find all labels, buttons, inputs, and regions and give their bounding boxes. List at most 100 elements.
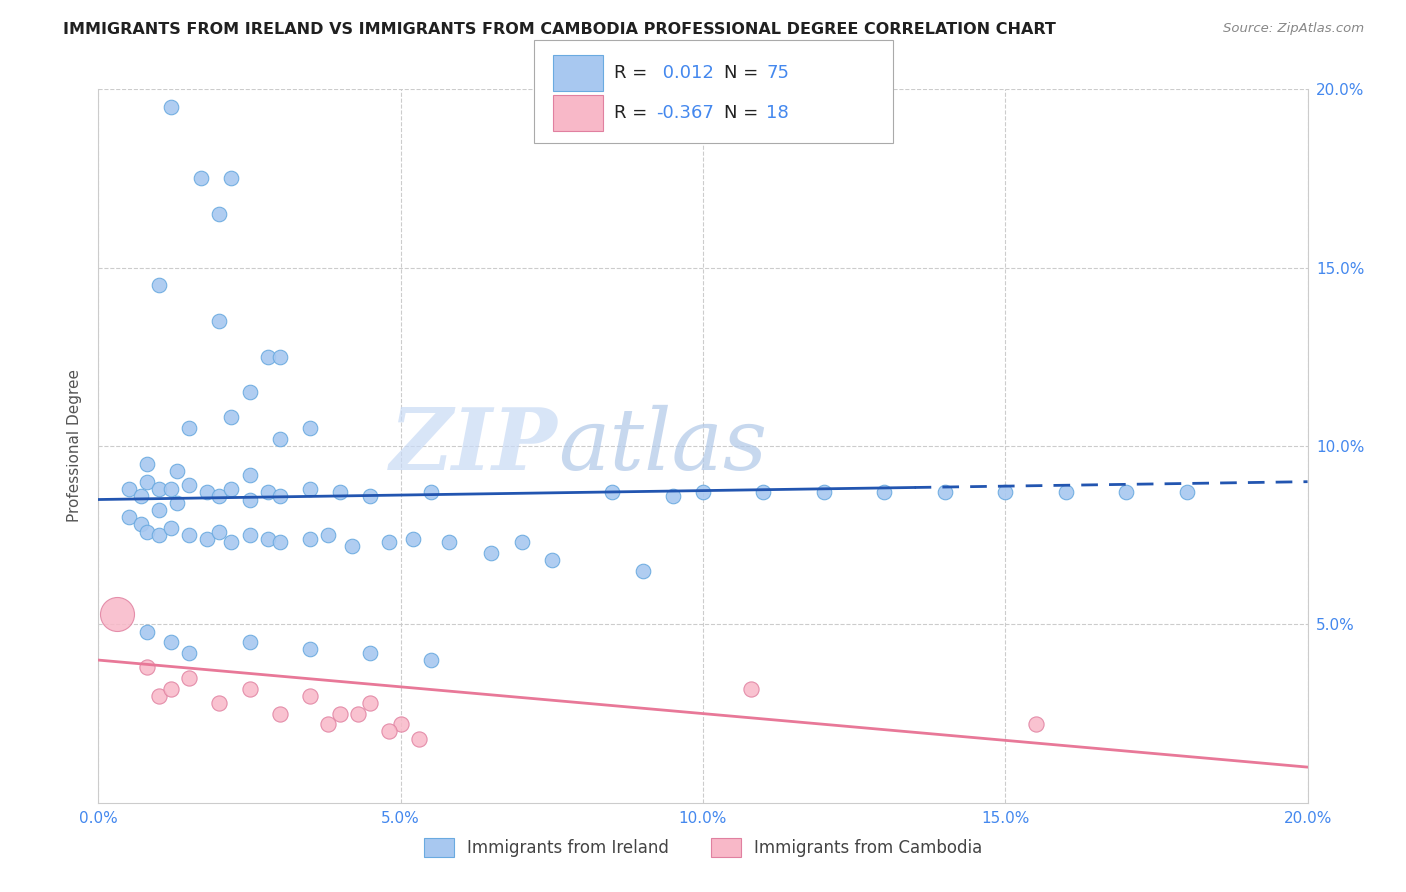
Point [994, 485, 1017, 500]
Text: -0.367: -0.367 [657, 104, 714, 122]
Point [299, 532, 322, 546]
Text: R =: R = [614, 64, 654, 82]
Point [408, 731, 430, 746]
Point [256, 532, 278, 546]
Text: Source: ZipAtlas.com: Source: ZipAtlas.com [1223, 22, 1364, 36]
Text: 18: 18 [766, 104, 789, 122]
Point [129, 517, 152, 532]
Point [342, 539, 364, 553]
Point [239, 635, 262, 649]
Text: N =: N = [724, 104, 763, 122]
Point [179, 528, 201, 542]
Point [437, 535, 460, 549]
Point [160, 521, 183, 535]
Point [377, 535, 399, 549]
Point [208, 696, 231, 710]
Point [166, 496, 188, 510]
Text: ZIP: ZIP [389, 404, 558, 488]
Point [221, 410, 243, 425]
Point [402, 532, 425, 546]
Text: IMMIGRANTS FROM IRELAND VS IMMIGRANTS FROM CAMBODIA PROFESSIONAL DEGREE CORRELAT: IMMIGRANTS FROM IRELAND VS IMMIGRANTS FR… [63, 22, 1056, 37]
Point [347, 706, 370, 721]
Point [934, 485, 956, 500]
Point [740, 681, 762, 696]
Point [752, 485, 775, 500]
Point [148, 503, 170, 517]
Point [135, 524, 157, 539]
Point [148, 528, 170, 542]
Point [239, 681, 262, 696]
Point [135, 475, 157, 489]
Point [105, 607, 128, 621]
Point [239, 528, 262, 542]
Point [420, 653, 443, 667]
Point [208, 314, 231, 328]
Point [179, 421, 201, 435]
Point [256, 350, 278, 364]
Point [179, 671, 201, 685]
Point [195, 532, 218, 546]
Point [692, 485, 714, 500]
Point [873, 485, 896, 500]
Point [135, 457, 157, 471]
Point [160, 635, 183, 649]
Point [118, 510, 141, 524]
Text: N =: N = [724, 64, 763, 82]
Point [221, 535, 243, 549]
Point [360, 646, 382, 660]
Text: atlas: atlas [558, 405, 768, 487]
Point [813, 485, 835, 500]
Point [160, 100, 183, 114]
Point [239, 385, 262, 400]
Point [135, 660, 157, 674]
Point [166, 464, 188, 478]
Point [1054, 485, 1077, 500]
Point [299, 482, 322, 496]
Point [179, 646, 201, 660]
Point [190, 171, 212, 186]
Point [299, 689, 322, 703]
Point [208, 489, 231, 503]
Point [1024, 717, 1046, 731]
Point [377, 724, 399, 739]
Point [269, 706, 291, 721]
Point [1115, 485, 1137, 500]
Point [148, 689, 170, 703]
Point [299, 421, 322, 435]
Point [360, 489, 382, 503]
Point [148, 278, 170, 293]
Point [316, 528, 339, 542]
Point [420, 485, 443, 500]
Point [160, 482, 183, 496]
Point [540, 553, 562, 567]
Point [389, 717, 412, 731]
Point [602, 485, 624, 500]
Point [129, 489, 152, 503]
Text: 75: 75 [766, 64, 789, 82]
Point [481, 546, 503, 560]
Point [179, 478, 201, 492]
Point [329, 485, 352, 500]
Point [269, 432, 291, 446]
Point [510, 535, 533, 549]
Point [1175, 485, 1198, 500]
Point [360, 696, 382, 710]
Point [160, 681, 183, 696]
Point [195, 485, 218, 500]
Point [221, 171, 243, 186]
Y-axis label: Professional Degree: Professional Degree [66, 369, 82, 523]
Point [299, 642, 322, 657]
Point [269, 535, 291, 549]
Point [239, 492, 262, 507]
Legend: Immigrants from Ireland, Immigrants from Cambodia: Immigrants from Ireland, Immigrants from… [415, 830, 991, 866]
Point [118, 482, 141, 496]
Point [135, 624, 157, 639]
Point [329, 706, 352, 721]
Point [269, 350, 291, 364]
Text: 0.012: 0.012 [657, 64, 713, 82]
Point [239, 467, 262, 482]
Text: R =: R = [614, 104, 654, 122]
Point [316, 717, 339, 731]
Point [661, 489, 683, 503]
Point [256, 485, 278, 500]
